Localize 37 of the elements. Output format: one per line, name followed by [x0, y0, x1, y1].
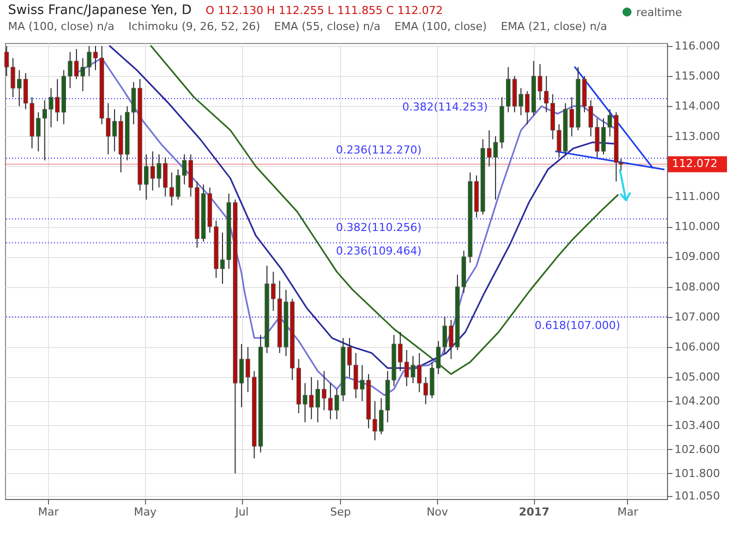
x-tick-label: Mar: [617, 506, 639, 518]
ref-line-label: 0.618(107.000): [534, 318, 620, 332]
text: Ichimoku (9, 26, 52, 26): [128, 20, 260, 33]
y-tick-label: 104.200: [674, 394, 720, 408]
y-tick-label: 113.000: [674, 130, 720, 143]
ref-line-label: 0.236(109.464): [336, 244, 422, 258]
y-tick-label: 115.000: [674, 70, 720, 83]
text: MA (100, close) n/a: [8, 20, 114, 33]
text: EMA (55, close) n/a: [274, 20, 380, 33]
ref-line-label: 0.382(114.253): [402, 100, 488, 114]
y-tick-label: 108.000: [674, 280, 720, 294]
ref-line-label: 112.072: [672, 157, 718, 170]
y-tick-label: 107.000: [674, 310, 720, 324]
y-tick-label: 103.400: [674, 418, 720, 432]
y-tick-label: 105.000: [674, 370, 720, 384]
text: EMA (100, close): [394, 20, 487, 33]
y-tick-label: 109.000: [674, 250, 720, 264]
x-tick-label: Nov: [426, 506, 449, 518]
y-tick-label: 114.000: [674, 100, 720, 113]
ref-line-label: 0.236(112.270): [336, 143, 422, 156]
x-tick-label: May: [134, 506, 158, 518]
y-tick-label: 106.000: [674, 340, 720, 354]
ref-line-label: 0.382(110.256): [336, 220, 422, 234]
y-tick-label: 110.000: [674, 220, 720, 234]
text: realtime: [636, 6, 682, 19]
y-tick-label: 116.000: [674, 40, 720, 53]
y-tick-label: 101.800: [674, 466, 720, 480]
x-tick-label: 2017: [518, 506, 550, 518]
y-tick-label: 111.000: [674, 190, 720, 204]
chart-title: Swiss Franc/Japanese Yen, D: [8, 3, 192, 18]
y-tick-label: 102.600: [674, 442, 720, 456]
x-tick-label: Jul: [234, 506, 249, 518]
x-tick-label: Sep: [330, 506, 351, 518]
y-tick-label: 101.050: [674, 489, 720, 502]
text: EMA (21, close) n/a: [500, 20, 608, 33]
x-tick-label: Mar: [38, 506, 60, 518]
text: O 112.130 H 112.255 L 111.855 C 112.072: [206, 4, 443, 17]
